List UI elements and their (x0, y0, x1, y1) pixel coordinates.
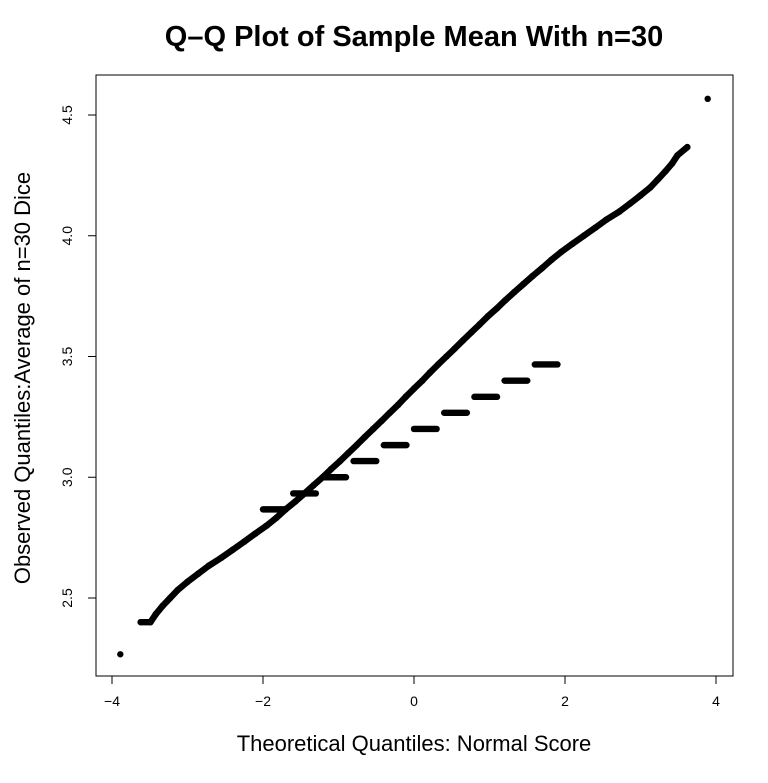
x-tick-label: 2 (561, 693, 569, 709)
y-axis-label: Observed Quantiles:Average of n=30 Dice (10, 172, 35, 584)
y-tick-label: 3.0 (59, 467, 75, 487)
x-axis: −4 −2 0 2 4 (104, 675, 720, 709)
qq-band-segment (674, 143, 691, 159)
y-axis: 2.5 3.0 3.5 4.0 4.5 (59, 105, 97, 608)
plot-frame (95, 74, 734, 677)
y-tick-label: 4.5 (59, 105, 75, 125)
x-tick-label: 4 (712, 693, 720, 709)
x-tick-label: −2 (255, 693, 271, 709)
data-point (117, 651, 124, 658)
x-tick-label: 0 (410, 693, 418, 709)
x-tick-label: −4 (104, 693, 120, 709)
data-points (117, 95, 711, 658)
chart-title: Q–Q Plot of Sample Mean With n=30 (165, 21, 663, 53)
y-tick-label: 3.5 (59, 347, 75, 367)
data-point (704, 95, 711, 103)
x-axis-label: Theoretical Quantiles: Normal Score (237, 731, 592, 756)
y-tick-label: 2.5 (59, 588, 75, 608)
y-tick-label: 4.0 (59, 226, 75, 246)
